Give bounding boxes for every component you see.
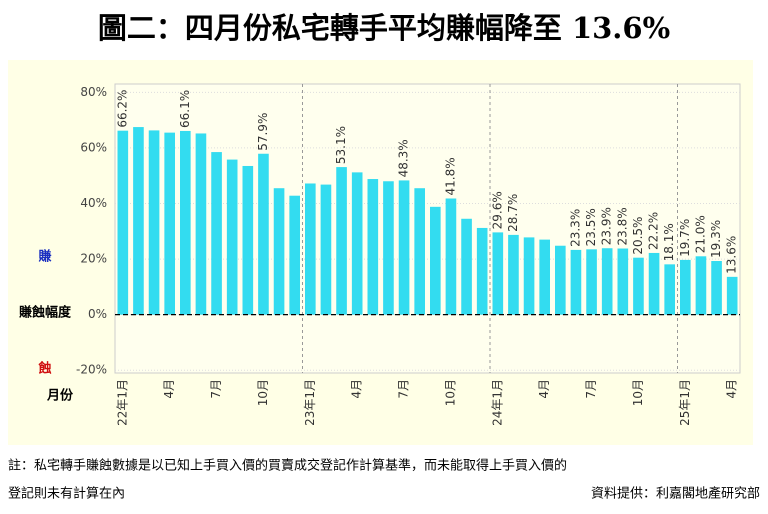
bar	[336, 167, 347, 315]
bar	[273, 188, 285, 315]
bar	[680, 259, 691, 315]
bar	[164, 132, 175, 315]
bar	[180, 130, 191, 315]
x-axis-label: 月份	[46, 388, 74, 404]
x-tick-label: 7月	[584, 379, 598, 399]
x-tick-label: 10月	[443, 379, 457, 406]
value-label: 66.2%	[115, 90, 129, 128]
bar	[555, 245, 566, 315]
x-tick-label: 4月	[162, 379, 176, 399]
value-label: 18.1%	[662, 223, 676, 261]
bar	[586, 249, 597, 315]
x-tick-label: 10月	[631, 379, 645, 406]
x-tick-label: 4月	[725, 379, 739, 399]
value-label: 41.8%	[443, 157, 457, 195]
bar	[242, 165, 254, 315]
bar	[648, 252, 660, 315]
y-tick-label: 60%	[80, 140, 107, 154]
value-label: 23.8%	[615, 207, 629, 245]
bar	[117, 130, 129, 315]
x-tick-label: 4月	[537, 379, 551, 399]
zero-label: 賺蝕幅度	[19, 305, 72, 321]
value-label: 29.6%	[490, 191, 504, 229]
loss-label: 蝕	[37, 361, 51, 377]
value-label: 28.7%	[506, 194, 520, 232]
bar	[195, 133, 207, 315]
bar	[148, 130, 160, 315]
bar	[508, 234, 519, 315]
bar	[726, 276, 738, 315]
bar	[383, 181, 394, 315]
bar	[601, 248, 613, 315]
bar	[523, 237, 535, 315]
bar	[133, 127, 144, 315]
bar	[711, 261, 722, 315]
chart-title: 圖二：四月份私宅轉手平均賺幅降至 13.6%	[98, 11, 670, 45]
y-tick-label: -20%	[76, 363, 107, 377]
value-label: 53.1%	[334, 126, 348, 164]
bar	[289, 195, 300, 315]
value-label: 66.1%	[178, 90, 192, 128]
value-label: 23.5%	[584, 208, 598, 246]
bar	[492, 232, 504, 315]
bar	[414, 188, 425, 315]
bar	[695, 256, 707, 315]
bar	[476, 227, 488, 315]
x-tick-label: 4月	[350, 379, 364, 399]
source: 資料提供：利嘉閣地產研究部	[591, 486, 760, 502]
value-label: 19.3%	[709, 220, 723, 258]
value-label: 57.9%	[256, 113, 270, 151]
value-label: 21.0%	[693, 215, 707, 253]
bar	[617, 248, 629, 315]
x-tick-label: 10月	[256, 379, 270, 406]
bar	[211, 152, 222, 315]
bar	[633, 257, 644, 315]
bar	[445, 198, 457, 315]
y-tick-label: 0%	[88, 307, 107, 321]
value-label: 48.3%	[397, 139, 411, 177]
bar	[570, 249, 582, 315]
bar	[351, 172, 363, 315]
y-tick-label: 20%	[80, 252, 107, 266]
bar	[664, 264, 675, 315]
bar	[320, 184, 332, 315]
bar	[398, 180, 410, 315]
bar	[305, 183, 316, 315]
x-tick-label: 7月	[209, 379, 223, 399]
value-label: 19.7%	[678, 219, 692, 257]
bar	[367, 179, 379, 315]
x-tick-label: 24年1月	[490, 379, 504, 426]
bar	[461, 218, 472, 315]
value-label: 23.3%	[568, 209, 582, 247]
bar	[226, 159, 238, 315]
x-tick-label: 22年1月	[115, 379, 129, 426]
gain-label: 賺	[38, 249, 51, 265]
value-label: 23.9%	[600, 207, 614, 245]
value-label: 20.5%	[631, 217, 645, 255]
x-tick-label: 7月	[397, 379, 411, 399]
note: 註：私宅轉手賺蝕數據是以已知上手買入價的買賣成交登記作計算基準，而未能取得上手買…	[8, 458, 567, 474]
bar	[258, 153, 269, 315]
bar	[539, 239, 550, 315]
y-tick-label: 40%	[80, 196, 107, 210]
x-tick-label: 23年1月	[303, 379, 317, 426]
value-label: 13.6%	[725, 236, 739, 274]
x-tick-label: 25年1月	[678, 379, 692, 426]
y-tick-label: 80%	[80, 85, 107, 99]
note: 登記則未有計算在內	[8, 486, 125, 502]
value-label: 22.2%	[647, 212, 661, 250]
bar	[430, 206, 441, 315]
